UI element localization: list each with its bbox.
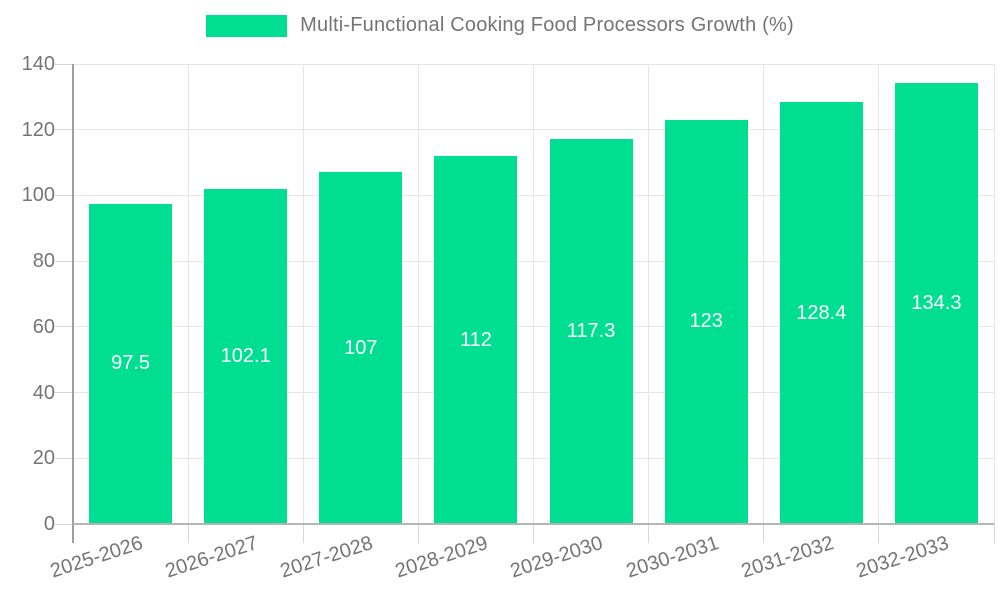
bar-value-label: 112 <box>459 328 492 351</box>
x-gridline <box>533 64 534 524</box>
x-axis-category-label: 2029-2030 <box>508 532 606 583</box>
y-axis-tick <box>55 457 73 459</box>
x-axis-tick <box>763 524 765 543</box>
y-axis-tick-label: 40 <box>32 381 55 404</box>
x-axis-category-label: 2030-2031 <box>623 532 721 583</box>
bar-2025-2026 <box>89 203 173 523</box>
y-axis-tick <box>55 63 73 65</box>
legend-swatch <box>206 14 288 37</box>
x-axis-tick <box>417 524 419 543</box>
x-gridline <box>417 64 419 524</box>
bar-value-label: 107 <box>344 336 378 359</box>
x-gridline <box>763 64 765 524</box>
y-axis-tick-label: 80 <box>32 250 55 273</box>
x-axis-tick <box>648 524 650 543</box>
x-gridline <box>648 64 650 524</box>
x-axis-tick <box>533 524 534 543</box>
y-axis-tick-label: 60 <box>32 315 55 338</box>
bar-2030-2031 <box>664 119 748 523</box>
x-axis-category-label: 2025-2026 <box>47 532 146 583</box>
y-axis-tick <box>55 194 73 196</box>
y-axis-tick <box>55 260 73 262</box>
x-axis-tick <box>993 524 995 543</box>
bar-value-label: 97.5 <box>111 352 151 375</box>
y-axis-line <box>72 64 74 543</box>
x-axis-tick <box>187 524 189 543</box>
x-gridline <box>302 64 304 524</box>
bar-value-label: 102.1 <box>220 344 271 367</box>
bar-value-label: 134.3 <box>911 291 962 314</box>
y-axis-tick-label: 100 <box>21 184 55 207</box>
x-gridline <box>187 64 189 524</box>
y-axis-tick <box>55 392 73 394</box>
x-axis-category-label: 2032-2033 <box>853 532 952 583</box>
legend: Multi-Functional Cooking Food Processors… <box>0 14 1000 37</box>
bar-2031-2032 <box>779 102 863 523</box>
bar-value-label: 123 <box>689 310 723 333</box>
legend-label: Multi-Functional Cooking Food Processors… <box>300 14 794 36</box>
x-axis-category-label: 2031-2032 <box>738 532 837 583</box>
y-axis-tick-label: 140 <box>21 53 55 75</box>
y-axis-tick-label: 20 <box>32 447 55 470</box>
bar-2028-2029 <box>434 156 518 523</box>
bar-value-label: 128.4 <box>796 301 847 324</box>
bar-value-label: 117.3 <box>566 319 616 342</box>
y-axis-tick <box>55 129 73 131</box>
x-gridline <box>878 64 880 524</box>
x-axis-category-label: 2028-2029 <box>392 532 491 583</box>
x-axis-tick <box>302 524 304 543</box>
x-axis-line <box>73 523 994 525</box>
x-axis-category-label: 2026-2027 <box>162 532 261 583</box>
bar-2027-2028 <box>319 172 403 523</box>
x-gridline <box>993 64 995 524</box>
y-axis-tick <box>55 523 73 525</box>
x-axis-category-label: 2027-2028 <box>277 532 376 583</box>
y-axis-tick-label: 120 <box>21 118 55 141</box>
x-axis-tick <box>878 524 880 543</box>
y-axis-tick-label: 0 <box>43 513 55 535</box>
bar-2029-2030 <box>549 138 633 523</box>
bar-2026-2027 <box>204 188 288 523</box>
bar-2032-2033 <box>894 82 978 523</box>
y-axis-tick <box>55 326 73 328</box>
